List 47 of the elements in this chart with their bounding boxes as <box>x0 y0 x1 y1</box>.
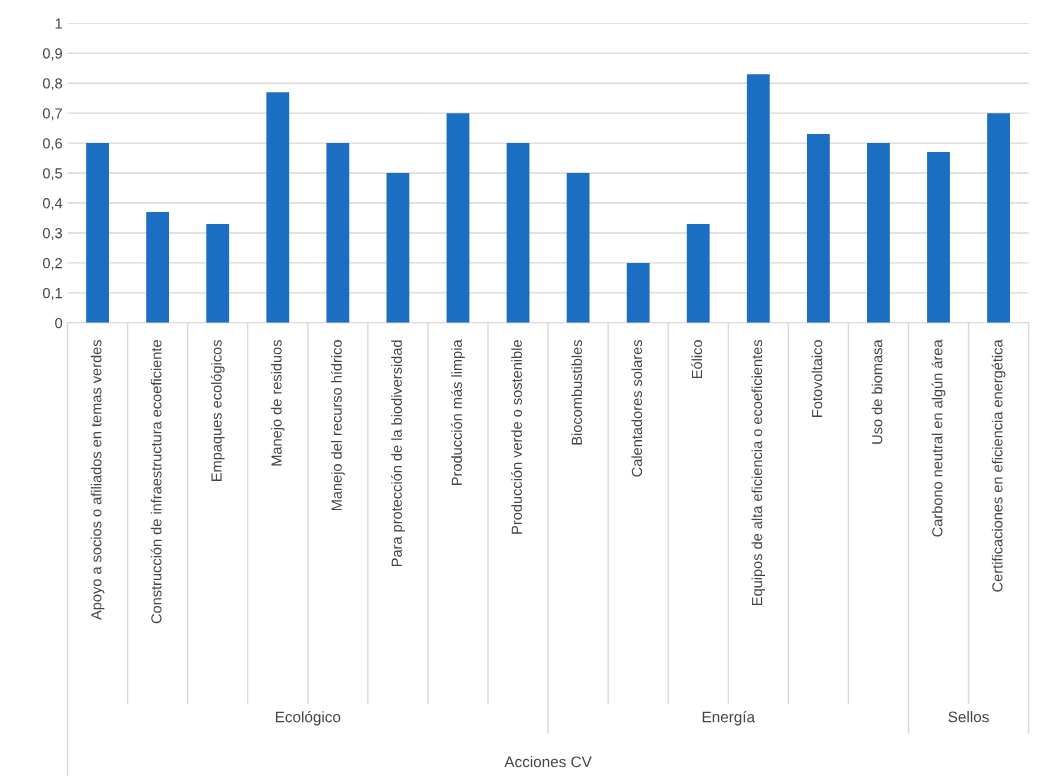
x-tick-label: Equipos de alta eficiencia o ecoeficientes <box>751 339 766 605</box>
x-tick-label: Uso de biomasa <box>871 339 883 444</box>
y-tick-label: 0 <box>55 317 63 329</box>
bar <box>867 143 890 323</box>
y-tick-label: 0,8 <box>42 78 63 91</box>
x-tick-label: Biocombustibles <box>571 340 583 445</box>
y-tick-label: 0,5 <box>42 168 63 181</box>
bar <box>506 143 530 323</box>
bar <box>927 152 950 323</box>
bar <box>806 134 830 323</box>
text: Energía <box>702 710 756 726</box>
text: Ecológico <box>275 710 341 726</box>
bar <box>746 74 770 323</box>
x-tick-label: Producción más limpia <box>451 339 465 485</box>
y-tick-label: 0,9 <box>42 48 62 61</box>
x-tick-label: Manejo del recurso hídrico <box>330 340 345 511</box>
y-tick-label: 0,6 <box>42 138 63 151</box>
x-tick-label: Calentadores solares <box>631 340 643 477</box>
x-tick-label: Certificaciones en eficiencia energética <box>991 339 1006 592</box>
y-tick-label: 0,1 <box>42 287 62 301</box>
bar <box>686 223 710 323</box>
text: Sellos <box>948 711 989 723</box>
x-tick-label: Carbono neutral en algún área <box>931 339 946 537</box>
x-tick-label: Producción verde o sostenible <box>511 340 522 534</box>
bar <box>446 113 470 323</box>
x-tick-label: Fotovoltaico <box>811 340 823 417</box>
y-tick-label: 0,7 <box>42 108 62 121</box>
bar <box>86 143 109 323</box>
x-tick-label: Para protección de la biodiversidad <box>391 340 405 567</box>
bar <box>987 113 1010 323</box>
x-tick-label: Manejo de residuos <box>270 340 285 466</box>
x-tick-label: Empaques ecológicos <box>210 340 225 481</box>
bar <box>206 223 230 323</box>
text: Acciones CV <box>504 756 592 768</box>
bar <box>386 173 410 323</box>
x-tick-label: Construcción de infraestructura ecoeficiente <box>150 340 162 624</box>
bar <box>146 211 170 323</box>
y-tick-label: 0,4 <box>42 198 63 211</box>
y-tick-label: 1 <box>55 18 62 29</box>
bar <box>566 173 590 323</box>
x-tick-label: Apoyo a socios o afiliados en temas verdes <box>90 339 105 620</box>
bar <box>326 143 350 323</box>
y-tick-label: 0,3 <box>42 228 63 241</box>
bar <box>626 262 650 323</box>
x-tick-label: Eólico <box>691 340 703 379</box>
bar <box>266 92 290 323</box>
y-tick-label: 0,2 <box>42 258 62 271</box>
